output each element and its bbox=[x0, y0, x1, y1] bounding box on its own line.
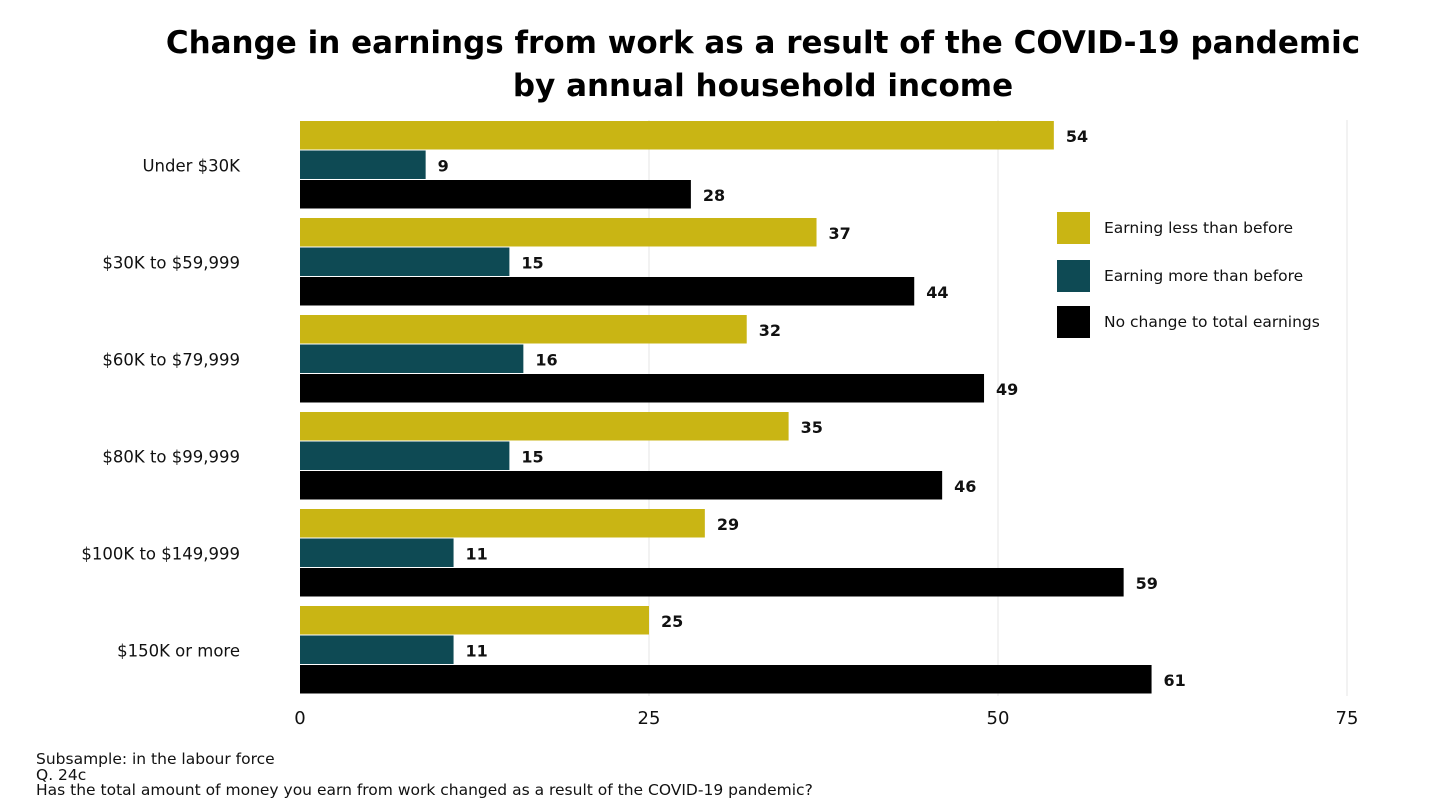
bar bbox=[300, 150, 426, 179]
bar bbox=[300, 374, 985, 403]
bar bbox=[300, 538, 454, 567]
category-label: $150K or more bbox=[117, 641, 240, 660]
legend-label: Earning less than before bbox=[1104, 219, 1293, 237]
category-label: $30K to $59,999 bbox=[102, 253, 240, 272]
bar bbox=[300, 218, 817, 247]
legend-swatch bbox=[1057, 212, 1090, 244]
legend-label: Earning more than before bbox=[1104, 267, 1303, 285]
data-label: 32 bbox=[759, 321, 781, 340]
x-tick-label: 50 bbox=[987, 708, 1010, 729]
category-label: Under $30K bbox=[142, 156, 241, 175]
bar bbox=[300, 568, 1124, 597]
category-label: $80K to $99,999 bbox=[102, 447, 240, 466]
bar bbox=[300, 635, 454, 664]
chart-title: Change in earnings from work as a result… bbox=[0, 22, 1440, 108]
bar bbox=[300, 121, 1054, 150]
bar-chart: 0 25 50 75 Under $30K $30K to $59,999 $60K to … bbox=[81, 120, 1359, 729]
bar bbox=[300, 606, 649, 635]
data-label: 16 bbox=[535, 350, 557, 369]
bar bbox=[300, 344, 524, 373]
chart-title-line1: Change in earnings from work as a result… bbox=[165, 25, 1361, 61]
footnotes: Subsample: in the labour force Q. 24c Ha… bbox=[36, 750, 813, 799]
x-tick-label: 25 bbox=[638, 708, 661, 729]
bar bbox=[300, 441, 510, 470]
data-label: 61 bbox=[1164, 671, 1186, 690]
data-label: 29 bbox=[717, 515, 739, 534]
legend-swatch bbox=[1057, 306, 1090, 338]
footnote-question-id: Q. 24c bbox=[36, 765, 87, 784]
category-label: $60K to $79,999 bbox=[102, 350, 240, 369]
bar bbox=[300, 315, 747, 344]
data-label: 15 bbox=[521, 447, 543, 466]
data-label: 59 bbox=[1136, 574, 1158, 593]
data-label: 46 bbox=[954, 477, 976, 496]
data-label: 37 bbox=[829, 224, 851, 243]
data-label: 44 bbox=[926, 283, 948, 302]
footnote-question: Has the total amount of money you earn f… bbox=[36, 781, 813, 799]
bar bbox=[300, 509, 705, 538]
bar bbox=[300, 665, 1152, 694]
data-label: 35 bbox=[801, 418, 823, 437]
legend-label: No change to total earnings bbox=[1104, 313, 1320, 331]
data-label: 25 bbox=[661, 612, 683, 631]
data-label: 49 bbox=[996, 380, 1018, 399]
data-label: 9 bbox=[438, 156, 449, 175]
category-label: $100K to $149,999 bbox=[81, 544, 240, 563]
data-label: 15 bbox=[521, 253, 543, 272]
data-label: 28 bbox=[703, 186, 725, 205]
data-label: 54 bbox=[1066, 127, 1088, 146]
x-tick-label: 75 bbox=[1336, 708, 1359, 729]
bar bbox=[300, 412, 789, 441]
bar bbox=[300, 277, 915, 306]
legend-swatch bbox=[1057, 260, 1090, 292]
data-label: 11 bbox=[466, 544, 488, 563]
footnote-subsample: Subsample: in the labour force bbox=[36, 750, 275, 768]
x-tick-label: 0 bbox=[294, 708, 305, 729]
bar bbox=[300, 471, 943, 500]
data-label: 11 bbox=[466, 641, 488, 660]
bar bbox=[300, 180, 691, 209]
chart-title-line2: by annual household income bbox=[512, 68, 1014, 104]
bar bbox=[300, 247, 510, 276]
